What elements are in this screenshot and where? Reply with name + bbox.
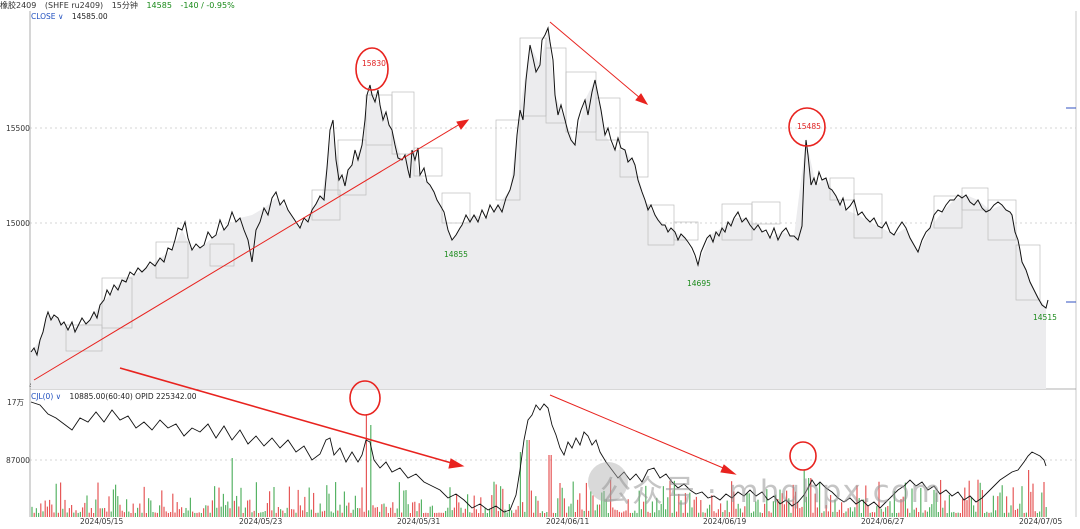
low-label: 14855 [444, 250, 468, 259]
wechat-icon [588, 462, 628, 502]
exchange-label: (SHFE ru2409) [44, 1, 104, 10]
main-indicator-key[interactable]: CLOSE [31, 12, 56, 21]
price-line [30, 26, 1049, 357]
range-boxes [65, 37, 1041, 352]
x-axis-label: 2024/05/15 [80, 517, 124, 526]
price-axis-label: 15000 [6, 219, 30, 228]
volume-bars [31, 415, 1047, 517]
watermark-text: 公众号 · mhqhpx.com [600, 474, 942, 510]
trend-arrows [33, 21, 737, 475]
x-axis-label: 2024/05/31 [397, 517, 441, 526]
x-axis-label: 2024/05/23 [239, 517, 283, 526]
sub-legend[interactable]: CJL(0) ∨ 10885.00(60:40) OPID 225342.00 [31, 392, 197, 401]
symbol-label: 橡胶2409 [0, 1, 37, 10]
volume-axis-label: 87000 [6, 456, 30, 465]
chevron-down-icon[interactable]: ∨ [57, 12, 64, 21]
sub-indicator-key[interactable]: CJL(0) [31, 392, 54, 401]
x-axis-label: 2024/06/11 [546, 517, 590, 526]
x-axis-label: 2024/06/19 [703, 517, 747, 526]
price-area [31, 30, 1046, 389]
main-legend[interactable]: CLOSE ∨ 14585.00 [31, 12, 108, 21]
period-selector[interactable]: 15分钟 [111, 1, 138, 10]
x-axis-label: 2024/07/05 [1019, 517, 1063, 526]
main-indicator-value: 14585.00 [71, 12, 108, 21]
price-change: -140 / -0.95% [180, 1, 235, 10]
sub-indicator-value: 10885.00(60:40) OPID 225342.00 [69, 392, 197, 401]
volume-axis-label: 17万 [7, 398, 25, 407]
low-label: 14515 [1033, 313, 1057, 322]
last-price: 14585 [146, 1, 172, 10]
peak-label: 15830 [362, 59, 386, 68]
low-label: 14695 [687, 279, 711, 288]
peak-label: 15485 [797, 122, 821, 131]
chart-title-bar: 橡胶2409 (SHFE ru2409) 15分钟 14585 -140 / -… [0, 0, 1080, 11]
highlight-circles [349, 47, 826, 471]
price-axis-label: 15500 [6, 124, 30, 133]
x-axis-label: 2024/06/27 [861, 517, 905, 526]
open-interest-line [30, 401, 1047, 513]
chevron-down-icon[interactable]: ∨ [55, 392, 62, 401]
